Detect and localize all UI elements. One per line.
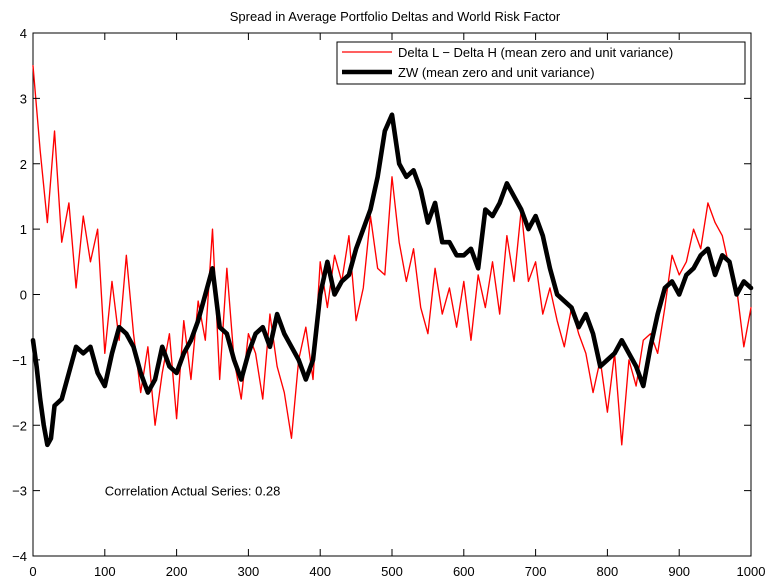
- y-tick-label: 2: [20, 157, 27, 172]
- legend-box: [336, 41, 746, 85]
- legend-label-delta: Delta L − Delta H (mean zero and unit va…: [398, 45, 673, 60]
- x-tick-label: 600: [453, 564, 475, 579]
- x-tick-label: 400: [309, 564, 331, 579]
- y-tick-label: −2: [12, 418, 27, 433]
- x-tick-label: 700: [525, 564, 547, 579]
- x-tick-label: 200: [166, 564, 188, 579]
- x-tick-label: 300: [238, 564, 260, 579]
- plot-frame: [32, 32, 752, 557]
- legend: Delta L − Delta H (mean zero and unit va…: [336, 41, 746, 85]
- y-tick-label: 0: [20, 288, 27, 303]
- series-line-zw: [30, 112, 754, 448]
- y-tick-label: −3: [12, 484, 27, 499]
- plot-area: 0 100 200 300 400 500 600 700 800 900 1000 4 3 2 1 0 −1 −…: [12, 26, 765, 579]
- x-tick-label: 100: [94, 564, 116, 579]
- correlation-annotation: Correlation Actual Series: 0.28: [105, 484, 281, 499]
- legend-label-zw: ZW (mean zero and unit variance): [398, 65, 595, 80]
- chart-title: Spread in Average Portfolio Deltas and W…: [230, 9, 561, 24]
- y-tick-label: 3: [20, 91, 27, 106]
- ticks-layer: 0 100 200 300 400 500 600 700 800 900 1000 4 3 2 1 0 −1 −…: [12, 26, 765, 579]
- y-tick-label: −1: [12, 353, 27, 368]
- x-tick-label: 0: [29, 564, 36, 579]
- y-tick-label: 1: [20, 222, 27, 237]
- y-tick-label: −4: [12, 549, 27, 564]
- x-tick-label: 900: [668, 564, 690, 579]
- series-layer: [30, 65, 754, 448]
- series-line-delta: [32, 65, 752, 446]
- x-tick-label: 1000: [737, 564, 766, 579]
- x-tick-label: 500: [381, 564, 403, 579]
- x-tick-label: 800: [597, 564, 619, 579]
- y-tick-label: 4: [20, 26, 27, 41]
